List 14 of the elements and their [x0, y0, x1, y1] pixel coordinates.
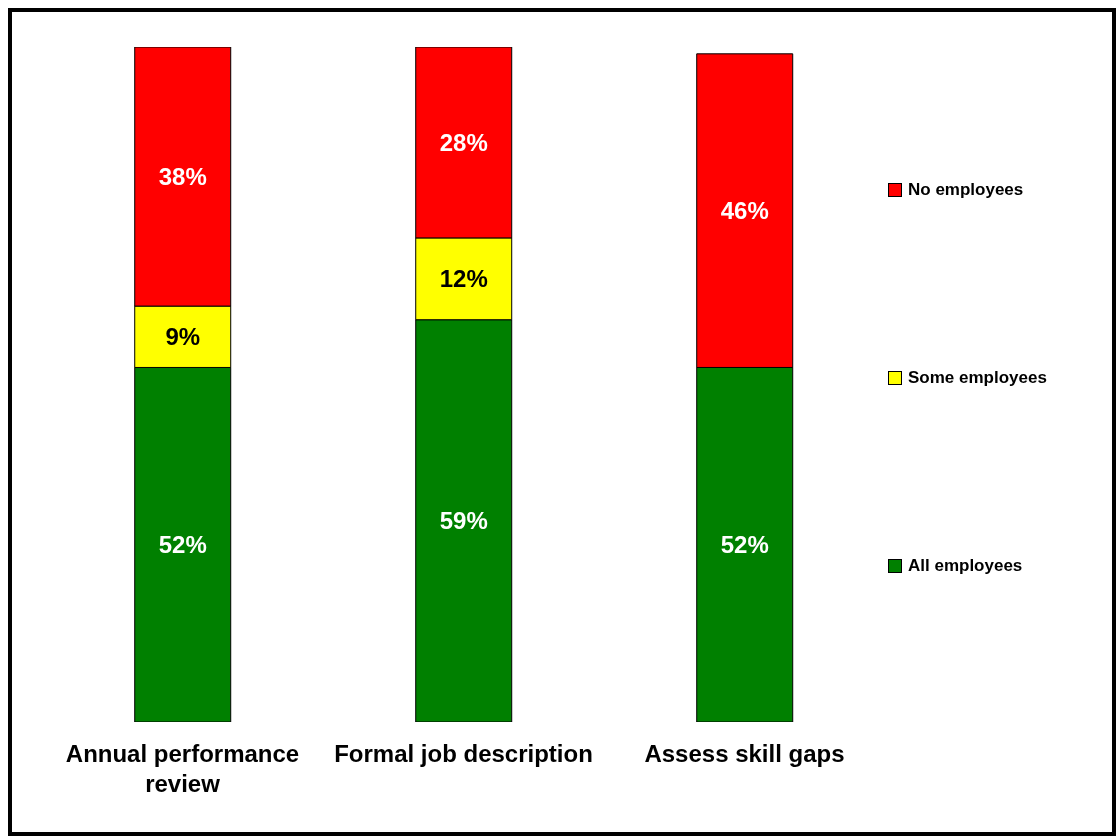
- data-label: 46%: [720, 197, 769, 225]
- x-tick-label: Formal job description: [334, 740, 593, 767]
- legend-label: All employees: [908, 556, 1023, 576]
- data-label: 52%: [720, 531, 769, 559]
- data-label: 59%: [439, 507, 488, 535]
- data-label: 52%: [158, 531, 207, 559]
- x-tick-label: Annual performance review: [65, 740, 300, 797]
- legend-label: Some employees: [908, 368, 1047, 388]
- legend-label: No employees: [908, 180, 1024, 200]
- data-label: 12%: [439, 265, 488, 293]
- data-label: 28%: [439, 128, 488, 156]
- data-label: 38%: [158, 163, 207, 191]
- x-tick-label: Assess skill gaps: [644, 740, 845, 767]
- data-label: 9%: [165, 323, 201, 351]
